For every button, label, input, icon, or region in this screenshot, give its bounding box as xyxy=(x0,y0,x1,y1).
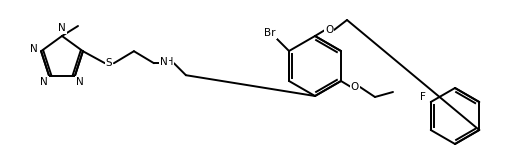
Text: S: S xyxy=(106,58,112,68)
Text: F: F xyxy=(420,92,426,103)
Text: N: N xyxy=(58,23,66,33)
Text: O: O xyxy=(325,25,333,35)
Text: Br: Br xyxy=(264,28,276,38)
Text: H: H xyxy=(166,57,174,67)
Text: N: N xyxy=(160,57,168,67)
Text: N: N xyxy=(76,77,83,87)
Text: O: O xyxy=(351,82,359,92)
Text: N: N xyxy=(29,44,37,54)
Text: N: N xyxy=(40,77,48,87)
